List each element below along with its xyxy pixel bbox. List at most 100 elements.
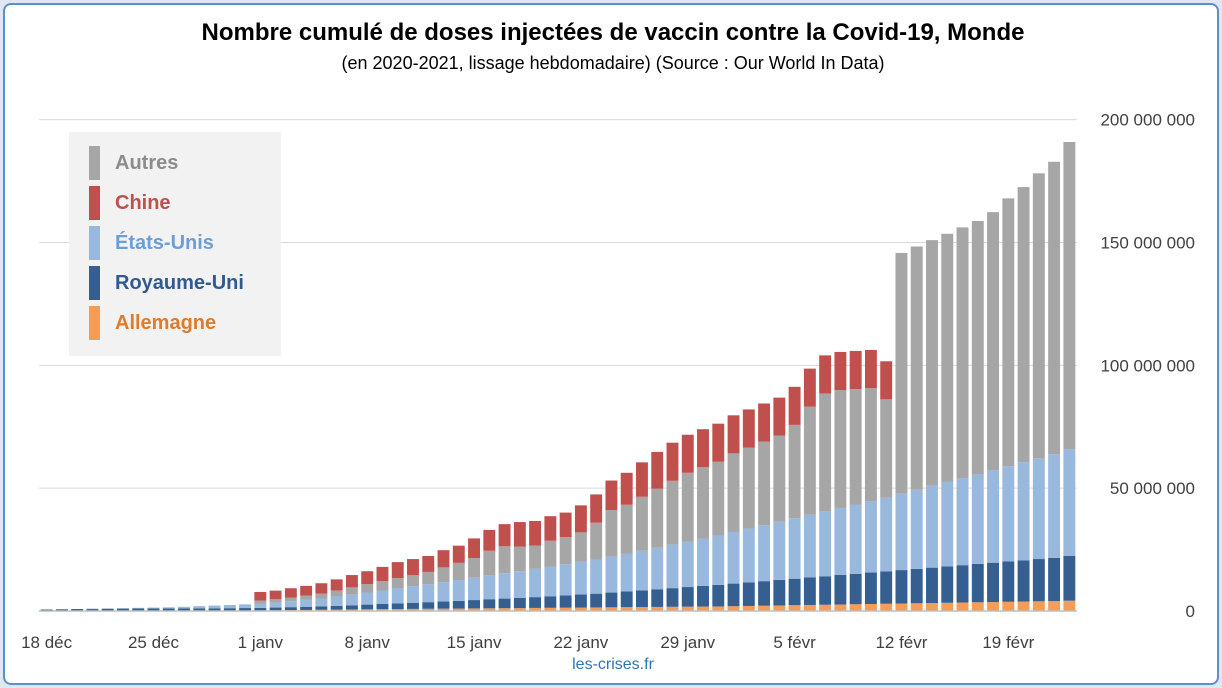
bar-segment-royaume-uni bbox=[178, 608, 190, 611]
bar-segment-autres bbox=[926, 240, 938, 486]
bar-segment-etats-unis bbox=[819, 511, 832, 577]
bar-segment-chine bbox=[391, 562, 404, 579]
x-tick-label: 19 févr bbox=[982, 633, 1034, 652]
bar-segment-royaume-uni bbox=[895, 570, 908, 604]
bar-segment-royaume-uni bbox=[834, 575, 847, 605]
bar-segment-allemagne bbox=[651, 606, 664, 611]
bar-segment-etats-unis bbox=[651, 547, 664, 590]
bar-segment-autres bbox=[788, 424, 801, 519]
bar-segment-autres bbox=[407, 575, 419, 587]
bar-segment-royaume-uni bbox=[132, 608, 145, 611]
bar-segment-royaume-uni bbox=[926, 567, 938, 604]
bar-segment-royaume-uni bbox=[193, 608, 206, 611]
bars bbox=[40, 141, 1076, 612]
bar-segment-etats-unis bbox=[758, 525, 771, 582]
bar-segment-chine bbox=[864, 349, 877, 389]
bar-segment-autres bbox=[284, 597, 297, 602]
bar-segment-allemagne bbox=[407, 608, 419, 611]
x-tick-label: 25 déc bbox=[128, 633, 180, 652]
bar-segment-autres bbox=[864, 388, 877, 502]
bar-segment-chine bbox=[773, 397, 786, 436]
bar-segment-etats-unis bbox=[1017, 462, 1030, 561]
bar-segment-allemagne bbox=[513, 608, 526, 611]
bar-segment-chine bbox=[559, 512, 572, 538]
bar-segment-royaume-uni bbox=[498, 598, 511, 609]
bar-segment-chine bbox=[742, 409, 755, 448]
bar-segment-etats-unis bbox=[941, 481, 954, 567]
bar-segment-royaume-uni bbox=[529, 597, 542, 608]
bar-segment-autres bbox=[529, 545, 542, 569]
bar-segment-etats-unis bbox=[880, 497, 893, 572]
bar-segment-allemagne bbox=[788, 605, 801, 611]
bar-segment-chine bbox=[834, 351, 847, 391]
bar-segment-allemagne bbox=[773, 605, 786, 611]
bar-segment-royaume-uni bbox=[71, 609, 84, 611]
bar-segment-royaume-uni bbox=[910, 568, 923, 604]
bar-segment-etats-unis bbox=[636, 550, 648, 591]
bar-segment-etats-unis bbox=[483, 575, 496, 600]
bar-segment-chine bbox=[407, 559, 419, 576]
legend-item-etats-unis: États-Unis bbox=[89, 226, 279, 260]
bar-segment-autres bbox=[712, 461, 725, 536]
bar-segment-etats-unis bbox=[193, 606, 206, 609]
bar-segment-etats-unis bbox=[391, 588, 404, 604]
bar-segment-allemagne bbox=[1063, 600, 1076, 611]
chart-plot: 18 déc 25 déc 1 janv 8 janv 15 janv 22 janv 29… bbox=[21, 111, 1195, 652]
bar-segment-royaume-uni bbox=[864, 572, 877, 604]
legend-item-allemagne: Allemagne bbox=[89, 306, 279, 340]
bar-segment-autres bbox=[1032, 173, 1045, 459]
bar-segment-autres bbox=[895, 252, 908, 494]
x-tick-label: 15 janv bbox=[447, 633, 502, 652]
bar-segment-chine bbox=[254, 591, 267, 601]
bar-segment-chine bbox=[803, 368, 816, 407]
bar-segment-etats-unis bbox=[727, 532, 740, 584]
bar-segment-chine bbox=[666, 442, 679, 481]
bar-segment-autres bbox=[376, 581, 389, 591]
bar-segment-chine bbox=[269, 590, 282, 600]
bar-segment-royaume-uni bbox=[162, 608, 175, 611]
bar-segment-chine bbox=[727, 415, 740, 454]
bar-segment-etats-unis bbox=[468, 577, 480, 601]
bar-segment-chine bbox=[788, 386, 801, 425]
bar-segment-allemagne bbox=[559, 607, 572, 611]
bar-segment-allemagne bbox=[742, 605, 755, 611]
bar-segment-royaume-uni bbox=[712, 584, 725, 607]
bar-segment-etats-unis bbox=[681, 541, 694, 588]
bar-segment-chine bbox=[636, 462, 648, 497]
bar-segment-autres bbox=[345, 587, 358, 595]
bar-segment-royaume-uni bbox=[681, 587, 694, 607]
bar-segment-chine bbox=[468, 538, 480, 559]
bar-segment-royaume-uni bbox=[101, 608, 114, 611]
bar-segment-autres bbox=[1048, 161, 1061, 455]
bar-segment-royaume-uni bbox=[819, 576, 832, 605]
bar-segment-autres bbox=[819, 393, 832, 512]
bar-segment-chine bbox=[315, 583, 328, 594]
bar-segment-allemagne bbox=[468, 608, 480, 611]
bar-segment-autres bbox=[391, 578, 404, 589]
bar-segment-autres bbox=[987, 212, 999, 471]
bar-segment-royaume-uni bbox=[880, 571, 893, 604]
bar-segment-royaume-uni bbox=[300, 606, 313, 610]
bar-segment-autres bbox=[758, 441, 771, 526]
bar-segment-autres bbox=[544, 540, 557, 567]
source-label: les-crises.fr bbox=[572, 656, 654, 673]
bar-segment-autres bbox=[300, 595, 313, 600]
bar-segment-etats-unis bbox=[223, 604, 236, 609]
bar-segment-autres bbox=[483, 550, 496, 576]
bar-segment-autres bbox=[590, 522, 603, 560]
y-axis-labels: 0 50 000 000 100 000 000 150 000 000 200 000… bbox=[1100, 111, 1195, 621]
bar-segment-allemagne bbox=[727, 606, 740, 611]
bar-segment-etats-unis bbox=[971, 474, 984, 564]
bar-segment-etats-unis bbox=[361, 592, 374, 605]
bar-segment-etats-unis bbox=[620, 553, 633, 592]
bar-segment-etats-unis bbox=[544, 566, 557, 597]
bar-segment-royaume-uni bbox=[254, 607, 267, 611]
bar-segment-etats-unis bbox=[513, 571, 526, 598]
bar-segment-autres bbox=[773, 435, 786, 522]
y-tick-label: 150 000 000 bbox=[1100, 233, 1195, 252]
bar-segment-etats-unis bbox=[101, 608, 114, 609]
bar-segment-autres bbox=[971, 220, 984, 475]
legend-swatch bbox=[89, 186, 100, 220]
bar-segment-allemagne bbox=[803, 604, 816, 611]
bar-segment-royaume-uni bbox=[697, 585, 709, 607]
